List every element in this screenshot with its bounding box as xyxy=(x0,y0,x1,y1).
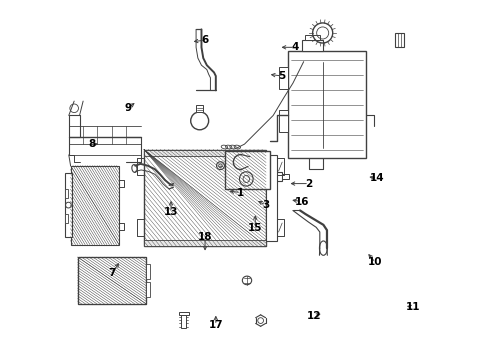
Bar xyxy=(145,282,150,297)
Text: 9: 9 xyxy=(124,103,131,113)
Bar xyxy=(144,149,265,246)
Bar xyxy=(196,105,203,112)
Text: 6: 6 xyxy=(201,35,208,45)
Bar xyxy=(144,149,265,156)
Bar xyxy=(394,33,403,47)
Text: 5: 5 xyxy=(278,71,285,81)
Bar xyxy=(178,312,188,315)
Text: 11: 11 xyxy=(405,302,420,312)
Bar xyxy=(180,315,186,328)
Text: 10: 10 xyxy=(367,257,382,267)
Text: 18: 18 xyxy=(198,232,212,242)
Text: 8: 8 xyxy=(88,139,96,149)
Bar xyxy=(78,257,145,304)
Bar xyxy=(65,214,68,223)
Bar xyxy=(265,155,276,241)
Bar xyxy=(70,166,119,244)
Text: 13: 13 xyxy=(163,207,178,217)
Bar xyxy=(278,110,287,132)
Bar xyxy=(224,151,269,189)
Text: 4: 4 xyxy=(290,42,298,52)
Text: 1: 1 xyxy=(237,188,244,198)
Bar xyxy=(278,67,287,89)
Text: 3: 3 xyxy=(262,200,269,210)
Bar xyxy=(271,172,282,181)
Bar xyxy=(301,40,323,51)
Text: 2: 2 xyxy=(305,179,312,189)
Bar xyxy=(144,240,265,246)
Bar xyxy=(282,174,289,179)
Text: 7: 7 xyxy=(108,268,115,278)
Bar xyxy=(305,35,319,40)
Bar xyxy=(287,51,366,158)
Bar xyxy=(65,173,72,237)
Text: 16: 16 xyxy=(294,197,308,207)
Text: 15: 15 xyxy=(247,224,262,233)
Bar xyxy=(78,257,145,304)
Text: 17: 17 xyxy=(208,320,223,330)
Text: 14: 14 xyxy=(369,173,384,183)
Bar xyxy=(145,264,150,279)
Bar xyxy=(65,189,68,198)
Text: 12: 12 xyxy=(306,311,321,321)
